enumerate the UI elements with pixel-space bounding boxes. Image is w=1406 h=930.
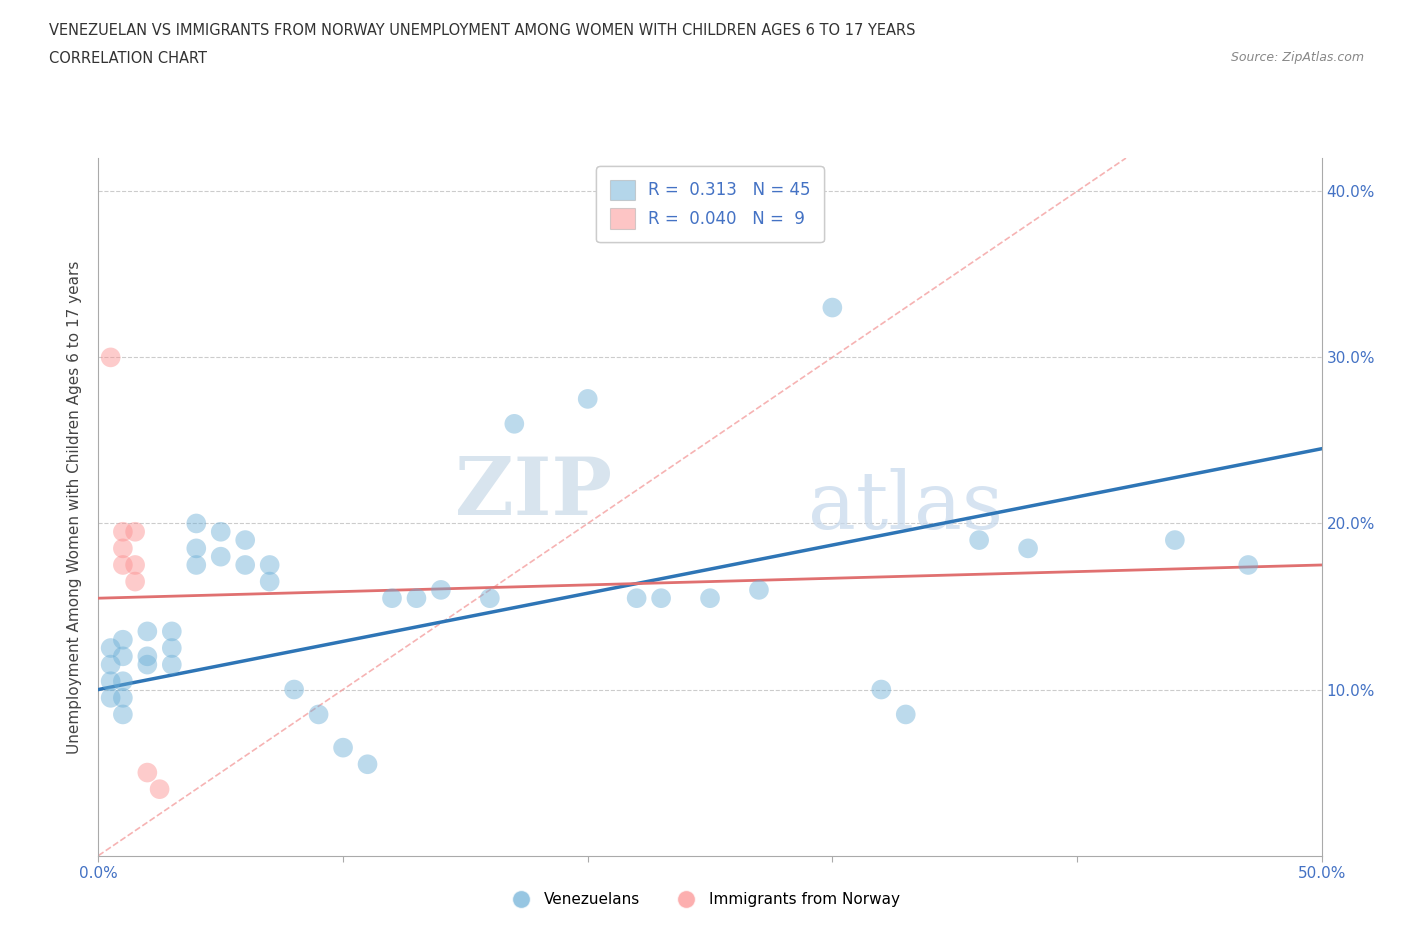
- Point: [894, 707, 917, 722]
- Text: ZIP: ZIP: [456, 454, 612, 532]
- Point: [111, 525, 134, 539]
- Point: [111, 673, 134, 688]
- Point: [259, 558, 281, 573]
- Point: [381, 591, 404, 605]
- Point: [160, 624, 183, 639]
- Point: [699, 591, 721, 605]
- Point: [308, 707, 330, 722]
- Point: [283, 682, 305, 697]
- Point: [124, 525, 146, 539]
- Point: [332, 740, 354, 755]
- Point: [1164, 533, 1187, 548]
- Text: atlas: atlas: [808, 468, 1002, 546]
- Point: [124, 558, 146, 573]
- Point: [259, 574, 281, 589]
- Point: [233, 533, 256, 548]
- Point: [1237, 558, 1260, 573]
- Point: [111, 649, 134, 664]
- Legend: Venezuelans, Immigrants from Norway: Venezuelans, Immigrants from Norway: [499, 886, 907, 913]
- Point: [136, 624, 159, 639]
- Point: [356, 757, 378, 772]
- Point: [967, 533, 990, 548]
- Point: [160, 658, 183, 672]
- Point: [405, 591, 427, 605]
- Point: [209, 525, 232, 539]
- Point: [100, 350, 122, 365]
- Point: [111, 541, 134, 556]
- Point: [149, 782, 172, 797]
- Point: [111, 707, 134, 722]
- Point: [1017, 541, 1039, 556]
- Point: [100, 658, 122, 672]
- Point: [136, 649, 159, 664]
- Point: [186, 558, 208, 573]
- Point: [478, 591, 501, 605]
- Point: [186, 516, 208, 531]
- Text: Source: ZipAtlas.com: Source: ZipAtlas.com: [1230, 51, 1364, 64]
- Point: [100, 641, 122, 656]
- Legend: R =  0.313   N = 45, R =  0.040   N =  9: R = 0.313 N = 45, R = 0.040 N = 9: [596, 166, 824, 242]
- Point: [430, 582, 453, 597]
- Point: [576, 392, 599, 406]
- Point: [650, 591, 672, 605]
- Text: CORRELATION CHART: CORRELATION CHART: [49, 51, 207, 66]
- Point: [748, 582, 770, 597]
- Point: [233, 558, 256, 573]
- Point: [124, 574, 146, 589]
- Point: [160, 641, 183, 656]
- Text: VENEZUELAN VS IMMIGRANTS FROM NORWAY UNEMPLOYMENT AMONG WOMEN WITH CHILDREN AGES: VENEZUELAN VS IMMIGRANTS FROM NORWAY UNE…: [49, 23, 915, 38]
- Point: [821, 300, 844, 315]
- Point: [111, 558, 134, 573]
- Point: [186, 541, 208, 556]
- Point: [503, 417, 526, 432]
- Point: [100, 690, 122, 705]
- Point: [870, 682, 893, 697]
- Point: [111, 690, 134, 705]
- Point: [136, 765, 159, 780]
- Point: [100, 673, 122, 688]
- Point: [209, 550, 232, 565]
- Point: [626, 591, 648, 605]
- Y-axis label: Unemployment Among Women with Children Ages 6 to 17 years: Unemployment Among Women with Children A…: [67, 260, 83, 753]
- Point: [111, 632, 134, 647]
- Point: [136, 658, 159, 672]
